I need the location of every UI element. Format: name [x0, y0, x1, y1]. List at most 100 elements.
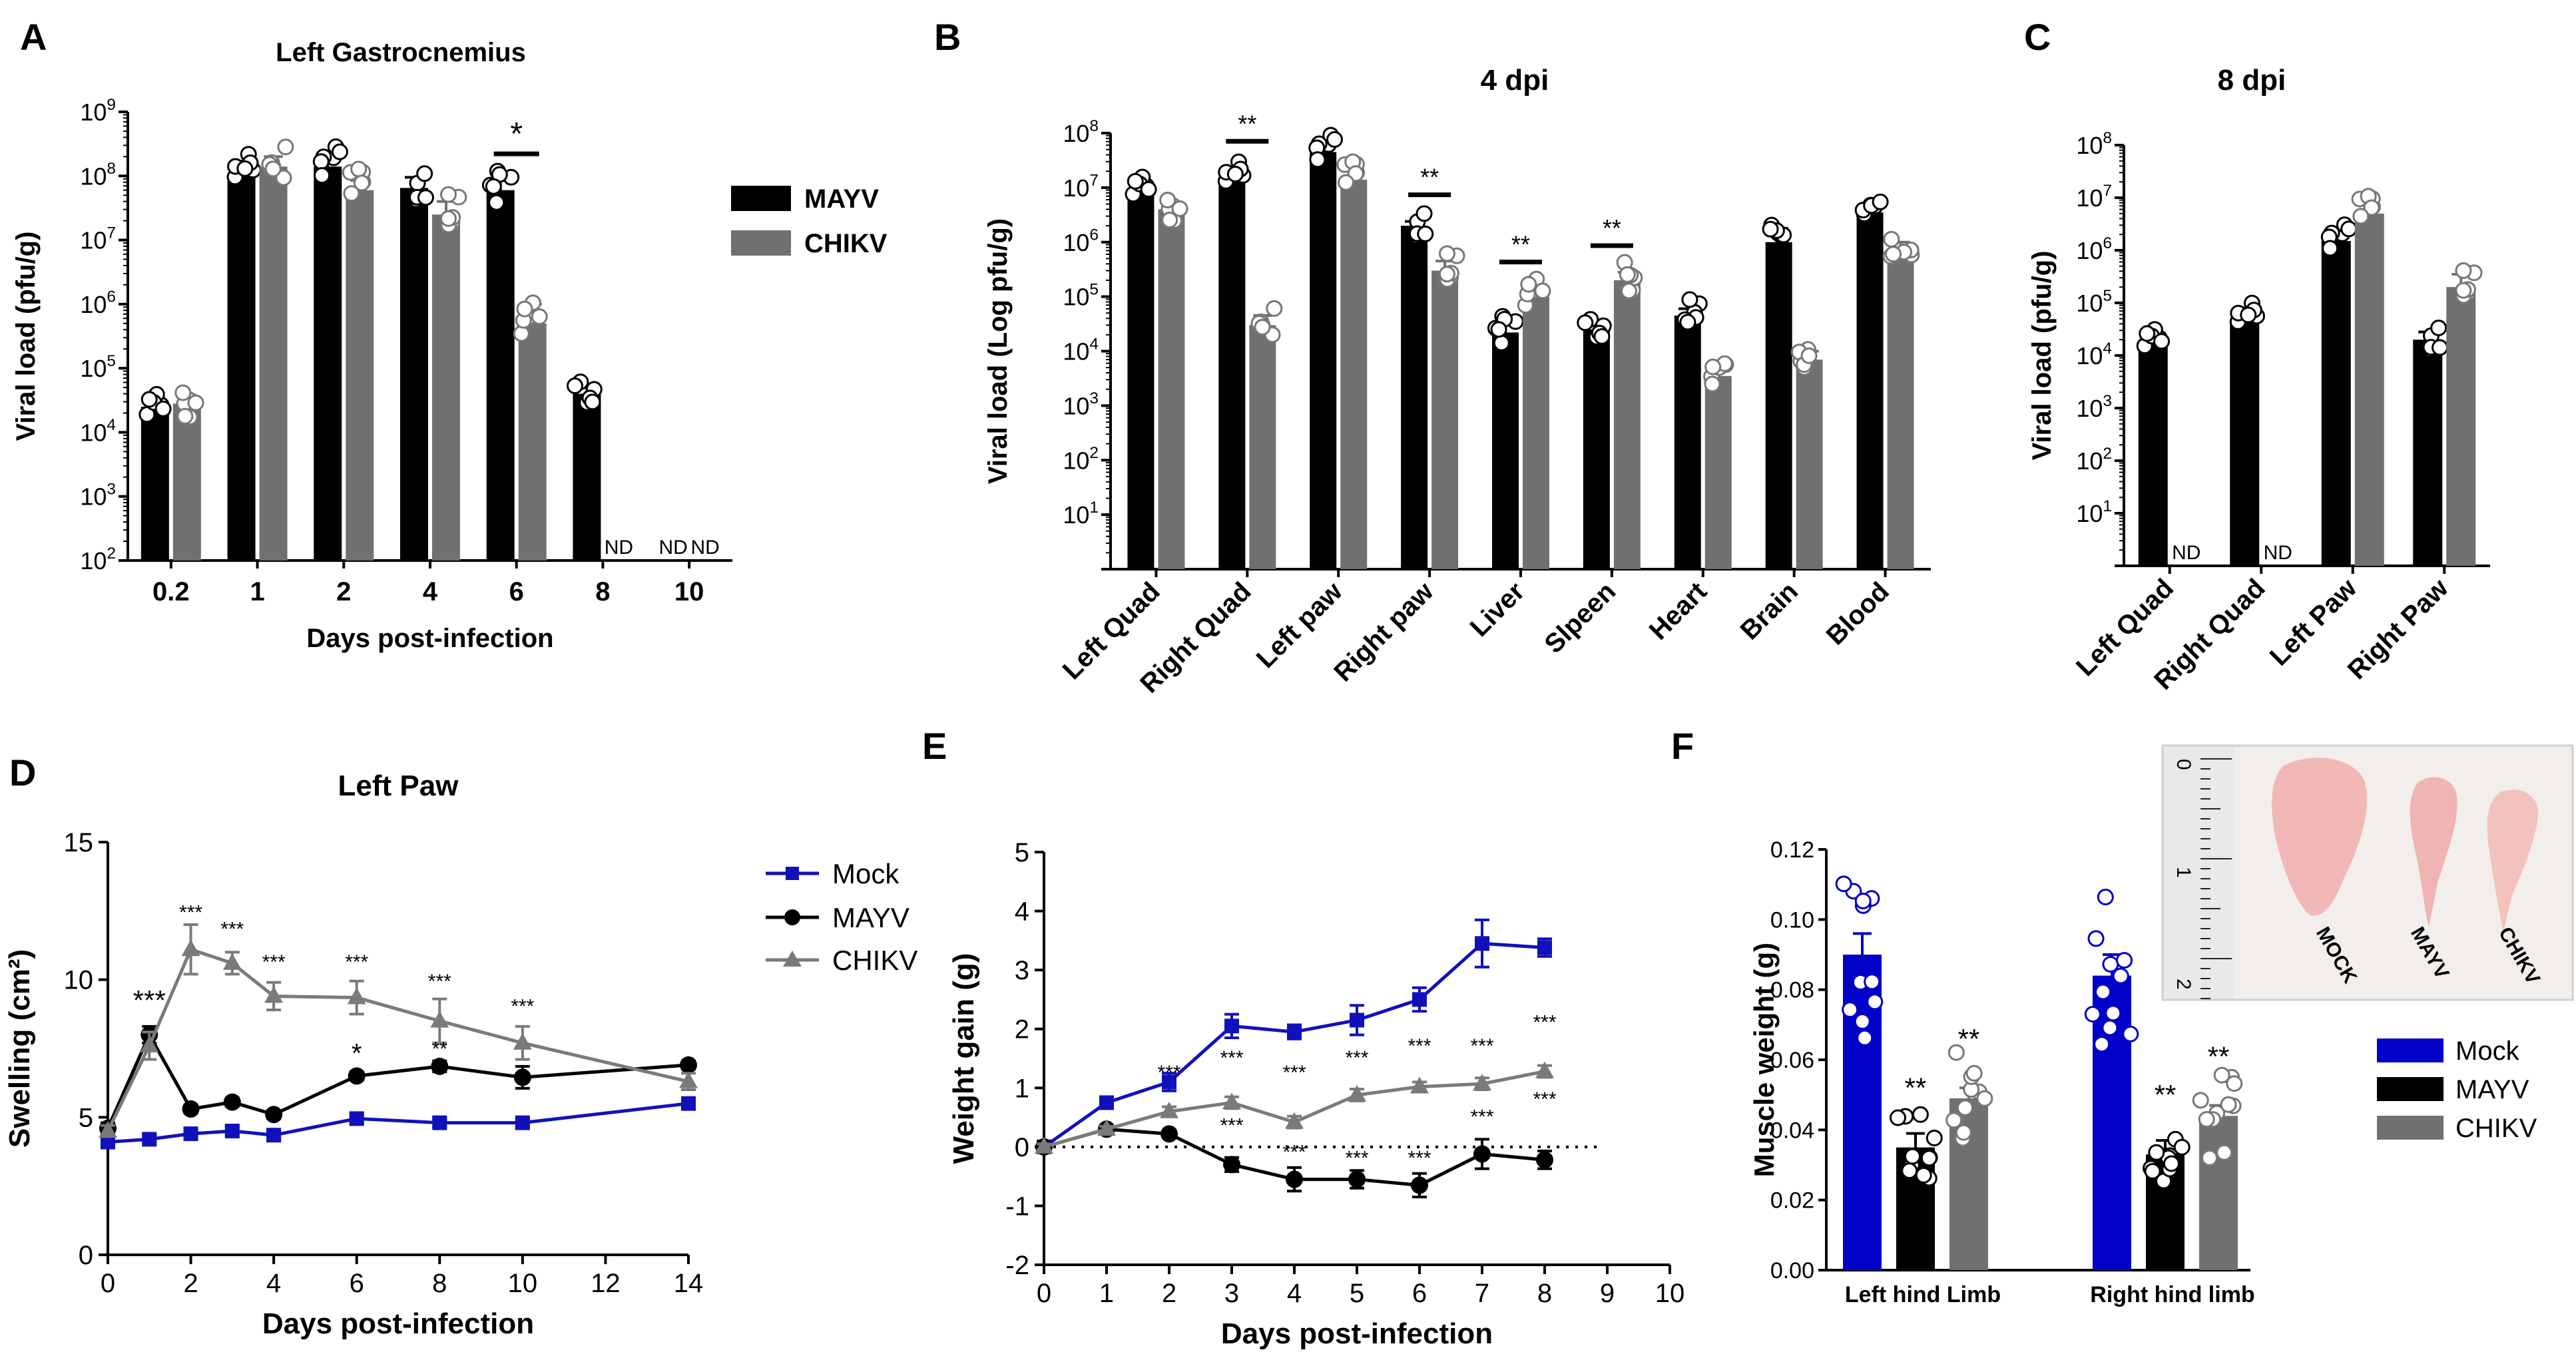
data-point — [2322, 240, 2339, 257]
y-tick-label: 102 — [2076, 445, 2112, 475]
legend-muscle-swatch-mayv — [2377, 1077, 2444, 1101]
bar-mayv — [1127, 187, 1155, 569]
significance-label: ** — [2155, 1079, 2177, 1110]
x-tick-label: 10 — [1655, 1279, 1685, 1308]
panel-B-title: 4 dpi — [1481, 64, 1549, 97]
marker-chikv — [1285, 1112, 1304, 1129]
x-tick-label: 1 — [1099, 1279, 1114, 1308]
data-point — [2144, 1162, 2161, 1180]
data-point — [2352, 208, 2370, 225]
marker-mock — [1412, 992, 1427, 1007]
x-tick-label: Liver — [1465, 576, 1531, 642]
nd-label: ND — [690, 537, 719, 559]
legend-top: MAYV CHIKV — [731, 184, 888, 258]
data-point — [2153, 333, 2171, 350]
x-tick-label: 2 — [1162, 1279, 1176, 1308]
marker-mock — [1537, 940, 1552, 955]
x-tick-label: 1 — [250, 577, 264, 606]
data-point — [1161, 212, 1178, 229]
y-tick-label: 107 — [80, 224, 116, 254]
data-point — [1593, 328, 1611, 345]
data-point — [1866, 993, 1884, 1011]
data-point — [1159, 191, 1176, 208]
panel-C-title: 8 dpi — [2218, 64, 2286, 97]
bar-chikv — [1796, 359, 1823, 569]
muscle-mock-image — [2272, 758, 2368, 916]
legend-top-label-chikv: CHIKV — [804, 229, 888, 258]
y-tick-label: 106 — [2076, 234, 2112, 264]
data-point — [1681, 291, 1698, 308]
y-tick-label: 105 — [2076, 287, 2112, 317]
data-point — [1800, 347, 1818, 364]
marker-mayv — [223, 1093, 241, 1111]
data-point — [1901, 1162, 1918, 1180]
data-point — [1679, 314, 1696, 331]
ruler-mark-0: 0 — [2173, 759, 2194, 770]
data-point — [439, 210, 457, 227]
x-axis-label: Days post-infection — [1221, 1317, 1493, 1350]
x-tick-label: Heart — [1644, 576, 1712, 645]
panel-D-title: Left Paw — [338, 770, 459, 802]
data-point — [513, 325, 530, 342]
marker-chikv — [513, 1032, 532, 1050]
x-tick-label: 4 — [266, 1269, 281, 1298]
y-tick-label: 105 — [80, 352, 116, 382]
data-point — [1309, 151, 1326, 168]
data-point — [1926, 1129, 1943, 1146]
bar-chikv — [2354, 213, 2384, 566]
significance-label: ** — [1603, 214, 1621, 242]
y-tick-label: 0 — [1015, 1133, 1029, 1162]
data-point — [2240, 306, 2257, 324]
legend-muscle-label-mock: Mock — [2455, 1036, 2520, 1066]
legend-lines: Mock MAYV CHIKV — [766, 858, 917, 976]
y-axis-label: Viral load (Log pfu/g) — [983, 218, 1013, 484]
bar-mayv — [1492, 332, 1519, 569]
y-tick-label: 108 — [2076, 129, 2112, 159]
data-point — [1965, 1064, 1983, 1082]
bar-chikv — [1340, 179, 1368, 569]
data-point — [1438, 266, 1455, 283]
x-tick-label: Brain — [1735, 576, 1804, 645]
y-tick-label: 1 — [1015, 1074, 1029, 1103]
legend-muscle-swatch-chikv — [2377, 1116, 2444, 1140]
bar-mayv — [2321, 241, 2351, 566]
bar-mayv — [314, 166, 342, 561]
bar-mayv — [2138, 340, 2168, 566]
significance-label: *** — [262, 951, 286, 973]
marker-chikv — [99, 1121, 117, 1138]
data-point — [1835, 875, 1852, 893]
significance-label: *** — [133, 985, 166, 1016]
x-tick-label: Blood — [1821, 576, 1895, 650]
bar-chikv — [1158, 209, 1185, 570]
legend-muscle: Mock MAYV CHIKV — [2377, 1036, 2537, 1143]
data-point — [1883, 230, 1900, 248]
y-tick-label: 0.00 — [1770, 1258, 1814, 1283]
data-point — [2101, 1019, 2119, 1036]
bar-mayv — [1856, 212, 1884, 569]
legend-top-swatch-mayv — [731, 186, 791, 211]
marker-chikv — [1410, 1076, 1429, 1094]
marker-chikv — [140, 1035, 159, 1052]
data-point — [440, 186, 457, 203]
data-point — [2095, 983, 2112, 1001]
data-point — [1956, 1099, 1973, 1116]
data-point — [350, 160, 368, 178]
x-tick-label: 4 — [423, 577, 438, 606]
y-tick-label: 2 — [1015, 1015, 1029, 1044]
marker-mock — [224, 1124, 240, 1138]
y-tick-label: 0.12 — [1770, 837, 1814, 863]
data-point — [1140, 181, 1157, 198]
y-axis-label: Swelling (cm²) — [3, 949, 36, 1148]
x-tick-label: 8 — [1537, 1279, 1552, 1308]
data-point — [1577, 314, 1594, 332]
bar-mayv — [1218, 178, 1246, 569]
y-tick-label: 109 — [80, 96, 116, 126]
data-point — [1704, 375, 1721, 393]
data-point — [1854, 893, 1872, 910]
y-axis-label: Viral load (pfu/g) — [11, 232, 41, 441]
data-point — [1955, 1124, 1972, 1141]
y-tick-label: 4 — [1015, 897, 1029, 927]
data-point — [1890, 1109, 1907, 1126]
